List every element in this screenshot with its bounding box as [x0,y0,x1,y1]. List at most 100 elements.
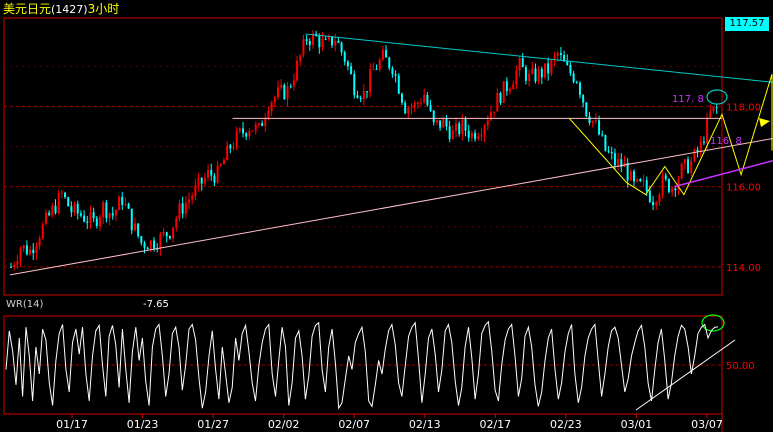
candle-body [235,131,238,148]
candle-body [556,53,559,56]
candle-body [613,153,616,166]
x-axis-label: 03/07 [691,418,723,431]
candle-body [598,120,601,135]
candle-body [219,164,222,166]
candle-body [79,213,82,216]
candle-body [216,165,219,183]
candle-body [547,63,550,74]
candle-body [648,191,651,202]
wr-series-line [5,320,719,410]
candle-body [458,123,461,134]
candle-body [610,152,613,154]
candle-body [563,54,566,62]
candle-body [661,175,664,195]
candle-body [121,196,124,205]
candle-body [464,119,467,131]
candle-body [588,116,591,124]
candle-body [267,110,270,119]
candle-body [191,196,194,200]
candle-body [105,202,108,219]
candle-body [111,213,114,216]
candle-body [372,68,375,70]
candle-body [690,161,693,173]
candle-body [289,86,292,88]
candle-body [515,70,518,85]
candle-body [261,123,264,127]
highlight-circle-wr [701,314,725,332]
candle-body [343,52,346,62]
candle-body [38,238,41,246]
symbol-name: 美元日元 [3,2,52,16]
candle-body [385,50,388,58]
candle-body [200,177,203,184]
candle-body [273,97,276,103]
candle-body [629,171,632,181]
x-axis-label: 01/23 [127,418,159,431]
candle-body [76,203,79,214]
candle-body [674,188,677,191]
candle-body [245,133,248,137]
candle-body [178,203,181,219]
candle-body [388,57,391,69]
candle-body [248,130,251,137]
candle-body [617,159,620,166]
candle-body [407,107,410,114]
candle-body [553,55,556,61]
candle-body [92,212,95,219]
candle-body [499,92,502,103]
candle-body [537,68,540,82]
candle-body [445,118,448,127]
chart-title: 美元日元(1427)3小时 [3,1,119,17]
candle-body [16,261,19,265]
candle-body [604,135,607,151]
candle-body [397,75,400,94]
candle-body [509,89,512,92]
candle-body [83,215,86,222]
candle-body [687,159,690,173]
candle-body [203,177,206,184]
candle-body [331,36,334,46]
candle-body [350,66,353,74]
candle-body [359,97,362,100]
candle-body [474,132,477,140]
candle-body [572,73,575,82]
candle-body [693,149,696,162]
candle-body [528,73,531,81]
candle-body [334,40,337,46]
candle-body [67,197,70,207]
candle-body [362,91,365,100]
candle-body [709,111,712,118]
candle-body [251,130,254,132]
candle-body [13,264,16,268]
candle-body [470,132,473,138]
candle-body [346,61,349,67]
candle-body [292,80,295,87]
x-axis-label: 01/27 [197,418,229,431]
candle-body [483,125,486,136]
candle-body [550,60,553,74]
wr-panel-frame [3,315,723,415]
price-axis-label: 116.00 [726,183,761,194]
candle-body [95,218,98,226]
candle-body [321,38,324,48]
candle-body [64,192,67,198]
candle-body [89,212,92,223]
x-axis-label: 01/17 [56,418,88,431]
candle-body [486,120,489,126]
candle-body [544,63,546,78]
candle-body [426,94,429,106]
candle-body [137,223,140,237]
candle-body [667,179,670,193]
wr-axis-label: 50.00 [726,361,755,372]
candle-body [324,38,327,40]
projected-wave-pattern [569,74,773,196]
candle-body [213,175,216,183]
candle-body [432,110,435,123]
candle-body [429,105,432,111]
candle-body [165,232,168,236]
candle-body [299,55,302,61]
candle-body [594,120,597,122]
candle-body [327,36,330,40]
support-annotation: 116. 8 [710,136,742,147]
candle-body [706,117,709,144]
